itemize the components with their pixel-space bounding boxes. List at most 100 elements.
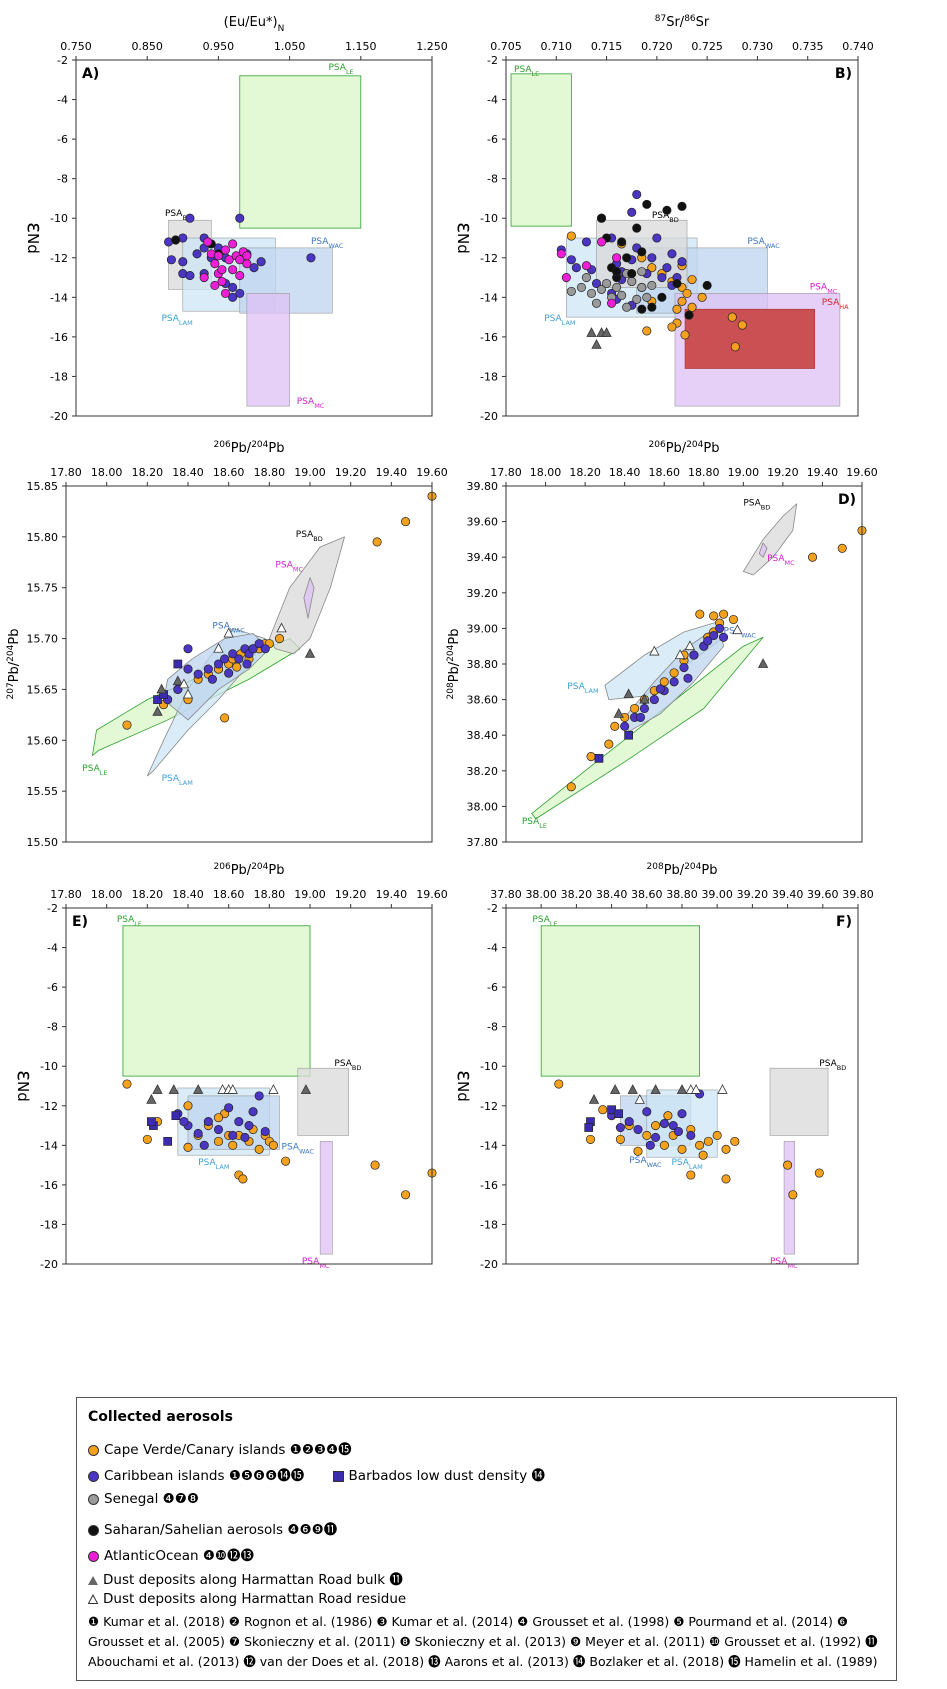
data-point-atlantic-ocean: [224, 255, 234, 265]
x-tick-label: 18.00: [91, 466, 123, 479]
field-label-psamc: PSAMC: [767, 554, 795, 567]
data-point-cape-verde-canary-islands: [703, 1136, 713, 1146]
x-tick-label: 18.00: [530, 466, 562, 479]
triangle-filled-icon: [88, 1575, 98, 1585]
data-point-barbados-low-dust-density: [173, 659, 183, 669]
data-point-cape-verde-canary-islands: [281, 1156, 291, 1166]
data-point-cape-verde-canary-islands: [659, 1140, 669, 1150]
y-axis-title: εNd: [13, 1070, 37, 1102]
data-point-atlantic-ocean: [607, 298, 617, 308]
x-tick-label: 18.80: [254, 466, 285, 479]
y-tick-label: -8: [487, 173, 498, 186]
data-point-senegal: [637, 267, 647, 277]
x-tick-label: 17.80: [50, 466, 82, 479]
field-psaha: [684, 308, 816, 369]
field-label-psawac: PSAWAC: [724, 627, 757, 640]
x-tick-label: 19.40: [376, 466, 408, 479]
data-point-caribbean-islands: [659, 1119, 669, 1129]
x-tick-label: 19.00: [294, 466, 326, 479]
x-tick-label: 0.735: [792, 40, 824, 53]
x-tick-label: 19.00: [294, 888, 326, 901]
data-point-atlantic-ocean: [203, 237, 213, 247]
data-point-cape-verde-canary-islands: [586, 752, 596, 762]
data-point-caribbean-islands: [591, 278, 602, 289]
x-tick-label: 39.20: [737, 888, 769, 901]
data-point-caribbean-islands: [709, 630, 719, 641]
data-point-atlantic-ocean: [235, 255, 245, 265]
field-label-psabd: PSABD: [334, 1059, 361, 1072]
data-point-caribbean-islands: [234, 654, 244, 664]
data-point-cape-verde-canary-islands: [220, 713, 230, 723]
y-tick-label: -20: [40, 1258, 58, 1271]
data-point-atlantic-ocean: [235, 271, 245, 281]
x-tick-label: 39.40: [772, 888, 804, 901]
legend-label: Barbados low dust density: [348, 1468, 528, 1484]
y-tick-label: -8: [57, 173, 68, 186]
data-point-senegal: [576, 282, 586, 292]
data-point-caribbean-islands: [649, 695, 659, 705]
data-point-caribbean-islands: [183, 664, 193, 674]
data-point-atlantic-ocean: [199, 273, 209, 283]
y-tick-label: -14: [480, 1139, 498, 1152]
data-point-caribbean-islands: [633, 1124, 643, 1135]
data-point-caribbean-islands: [667, 249, 677, 259]
panel-label: A): [82, 66, 99, 82]
data-point-caribbean-islands: [235, 288, 245, 298]
legend-item-senegal: Senegal ❹❼❽: [88, 1491, 199, 1507]
data-point-senegal: [586, 288, 597, 298]
y-tick-label: -12: [480, 252, 498, 265]
y-tick-label: -20: [480, 410, 498, 423]
legend-refs: ⓮: [531, 1468, 546, 1484]
data-point-cape-verde-canary-islands: [142, 1134, 152, 1144]
data-point-caribbean-islands: [192, 249, 202, 259]
y-tick-label: -8: [487, 1021, 498, 1034]
data-point-dust-deposits-along-harmattan-road-residue: [732, 624, 743, 635]
data-point-caribbean-islands: [715, 623, 725, 633]
data-point-senegal: [591, 298, 602, 308]
field-psamc: [246, 293, 290, 407]
x-tick-label: 1.050: [274, 40, 306, 53]
x-tick-label: 18.60: [213, 466, 245, 479]
data-point-caribbean-islands: [199, 1140, 209, 1150]
data-point-atlantic-ocean: [228, 239, 238, 249]
y-tick-label: -12: [40, 1100, 58, 1113]
x-axis-title: 206Pb/204Pb: [214, 862, 285, 878]
x-axis-title: 206Pb/204Pb: [214, 440, 285, 456]
x-tick-label: 18.60: [648, 466, 680, 479]
field-psale: [239, 75, 362, 229]
data-point-dust-deposits-along-harmattan-road-bulk: [168, 1084, 179, 1094]
data-point-cape-verde-canary-islands: [677, 1144, 687, 1154]
x-tick-label: 18.40: [172, 888, 204, 901]
x-tick-label: 0.715: [591, 40, 623, 53]
x-tick-label: 0.740: [842, 40, 874, 53]
data-point-cape-verde-canary-islands: [268, 1140, 278, 1150]
data-point-caribbean-islands: [679, 663, 689, 673]
chart-panel-f: PSALE PSAWAC PSALAM PSABD PSAMC 37.80 38.00 38.…: [453, 862, 874, 1271]
data-point-dust-deposits-along-harmattan-road-bulk: [757, 658, 769, 668]
x-tick-label: 19.40: [807, 466, 839, 479]
data-point-saharan-sahelian-aerosols: [637, 247, 647, 257]
chart-panel-a: PSALEPSABDPSALAMPSAWACPSAMC0.7500.8500.9…: [23, 15, 448, 423]
data-point-caribbean-islands: [652, 233, 662, 243]
x-tick-label: 38.40: [596, 888, 628, 901]
data-point-dust-deposits-along-harmattan-road-residue: [182, 688, 194, 699]
data-point-cape-verde-canary-islands: [372, 537, 382, 547]
legend-item-cape-verde: Cape Verde/Canary islands ❶❷❸❹⓯: [88, 1438, 352, 1458]
y-axis-title: εNd: [453, 1070, 477, 1102]
data-point-caribbean-islands: [635, 712, 646, 722]
data-point-cape-verde-canary-islands: [183, 1142, 193, 1152]
data-point-cape-verde-canary-islands: [615, 1134, 625, 1144]
field-label-psalam: PSALAM: [567, 682, 598, 695]
data-point-caribbean-islands: [242, 659, 252, 669]
x-tick-label: 38.20: [561, 888, 593, 901]
y-tick-label: 38.20: [467, 765, 499, 778]
data-point-saharan-sahelian-aerosols: [627, 269, 637, 279]
y-tick-label: 15.60: [27, 734, 59, 747]
data-point-caribbean-islands: [566, 255, 576, 265]
field-label-psale: PSALE: [514, 65, 539, 78]
x-tick-label: 38.00: [525, 888, 557, 901]
legend-refs: ❹❼❽: [162, 1491, 199, 1507]
caribbean-marker-icon: [88, 1470, 99, 1482]
data-point-dust-deposits-along-harmattan-road-bulk: [588, 1093, 600, 1104]
y-tick-label: -14: [40, 1139, 58, 1152]
